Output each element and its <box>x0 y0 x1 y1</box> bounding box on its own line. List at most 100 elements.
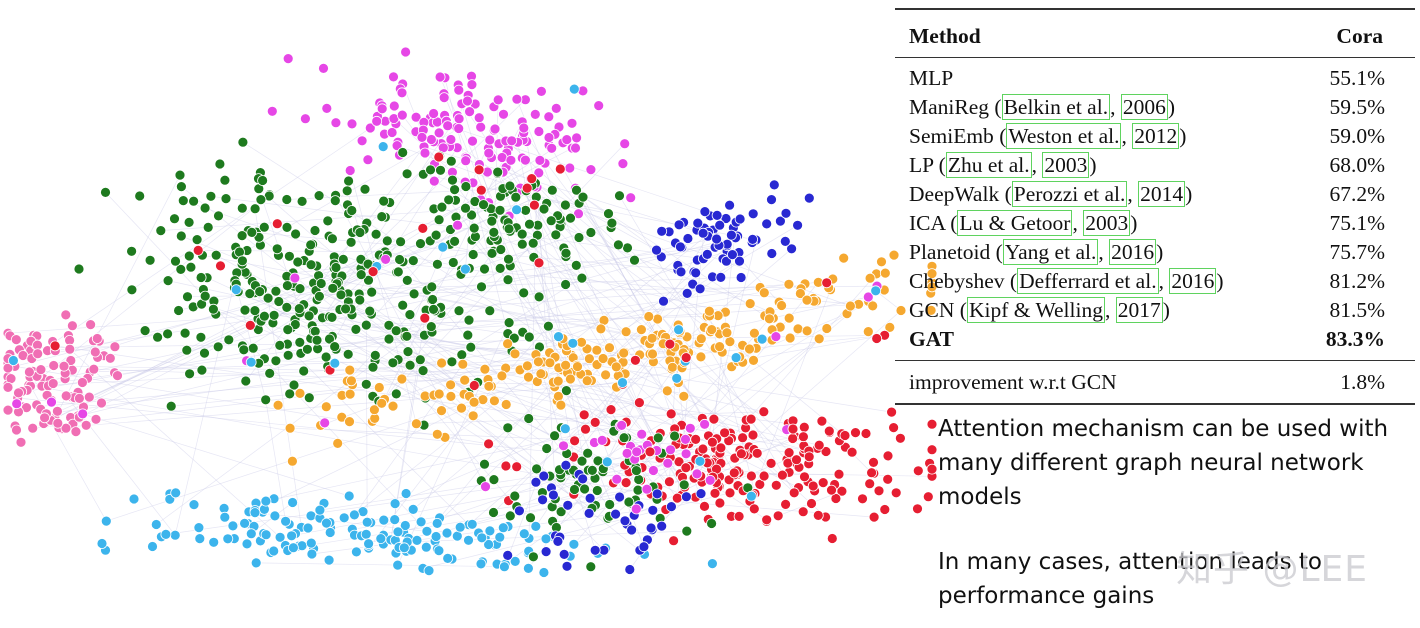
graph-edge <box>46 342 573 415</box>
citation-year-link[interactable]: 2017 <box>1115 297 1163 323</box>
graph-edge <box>602 293 688 469</box>
graph-node <box>246 226 258 238</box>
citation-author-link[interactable]: Perozzi et al. <box>1011 181 1128 207</box>
method-cell: SemiEmb (Weston et al., 2012) <box>909 123 1187 149</box>
graph-node <box>286 530 298 542</box>
graph-node <box>426 281 438 293</box>
graph-edge <box>260 320 470 525</box>
citation-year-link[interactable]: 2003 <box>1083 210 1131 236</box>
graph-node <box>90 413 102 425</box>
graph-node <box>417 222 429 234</box>
graph-node <box>643 311 655 322</box>
graph-node <box>830 493 842 504</box>
graph-node <box>462 329 474 341</box>
graph-node <box>570 259 582 271</box>
citation-year-link[interactable]: 2006 <box>1120 94 1168 120</box>
graph-node <box>188 499 200 511</box>
graph-node <box>546 142 558 154</box>
caption-performance: In many cases, attention leads to perfor… <box>938 549 1322 609</box>
citation-author-link[interactable]: Weston et al. <box>1006 123 1122 149</box>
graph-edge <box>470 277 583 348</box>
graph-node <box>473 112 485 124</box>
graph-node <box>387 357 399 369</box>
citation-year-link[interactable]: 2014 <box>1138 181 1186 207</box>
graph-node <box>681 287 693 299</box>
graph-node <box>630 503 642 515</box>
citation-author-link[interactable]: Yang et al. <box>1002 239 1099 265</box>
graph-node <box>798 421 810 433</box>
graph-node <box>446 356 458 368</box>
graph-node <box>629 254 640 266</box>
graph-node <box>389 514 401 526</box>
graph-node <box>315 278 327 289</box>
citation-year-link[interactable]: 2016 <box>1109 239 1157 265</box>
graph-node <box>868 456 879 468</box>
graph-node <box>465 341 477 353</box>
graph-node <box>454 521 466 533</box>
graph-node <box>768 179 780 191</box>
improvement-label: improvement w.r.t GCN <box>895 360 1295 405</box>
graph-node <box>305 537 317 549</box>
citation-author-link[interactable]: Defferrard et al. <box>1017 268 1159 294</box>
graph-node <box>761 218 773 230</box>
graph-node <box>667 361 678 373</box>
graph-node <box>523 563 534 574</box>
graph-node <box>801 294 813 306</box>
graph-node <box>91 333 103 344</box>
graph-node <box>361 516 373 528</box>
graph-edge <box>234 280 267 400</box>
citation-author-link[interactable]: Kipf & Welling <box>966 297 1105 323</box>
graph-node <box>518 287 530 299</box>
graph-node <box>314 504 326 516</box>
graph-node <box>320 401 332 413</box>
graph-node <box>370 228 382 240</box>
graph-edge <box>335 195 486 487</box>
graph-edge <box>322 100 468 318</box>
graph-node <box>376 397 388 409</box>
graph-node <box>772 510 784 522</box>
citation-year-link[interactable]: 2016 <box>1169 268 1217 294</box>
graph-node <box>503 253 514 265</box>
graph-node <box>912 465 924 477</box>
graph-node <box>112 370 123 382</box>
graph-edge <box>77 335 407 417</box>
graph-node <box>64 343 76 355</box>
citation-author-link[interactable]: Belkin et al. <box>1001 94 1111 120</box>
graph-node <box>497 522 509 534</box>
graph-edge <box>58 382 623 429</box>
graph-node <box>288 379 300 391</box>
graph-edge <box>14 366 489 445</box>
citation-year-link[interactable]: 2012 <box>1132 123 1180 149</box>
graph-node <box>846 446 858 458</box>
table-row: SemiEmb (Weston et al., 2012) 59.0% <box>895 122 1415 151</box>
graph-node <box>270 355 282 367</box>
graph-node <box>764 313 775 325</box>
graph-node <box>701 248 713 260</box>
graph-node <box>457 358 469 370</box>
table-row: DeepWalk (Perozzi et al., 2014) 67.2% <box>895 180 1415 209</box>
citation-author-link[interactable]: Zhu et al. <box>945 152 1032 178</box>
graph-node <box>445 134 457 145</box>
graph-node <box>496 370 508 382</box>
citation-year-link[interactable]: 2003 <box>1042 152 1090 178</box>
graph-node <box>305 259 317 271</box>
graph-node <box>730 352 742 364</box>
graph-node <box>290 228 302 240</box>
graph-node <box>195 331 207 343</box>
graph-node <box>707 436 718 448</box>
graph-node <box>134 190 146 202</box>
graph-node <box>871 333 883 344</box>
graph-node <box>666 501 677 513</box>
graph-node <box>170 255 181 267</box>
graph-edge <box>242 141 567 351</box>
graph-node <box>695 488 707 500</box>
citation-author-link[interactable]: Lu & Getoor <box>957 210 1073 236</box>
graph-node <box>430 531 442 542</box>
graph-node <box>568 83 580 95</box>
graph-node <box>671 492 683 504</box>
graph-node <box>427 294 439 305</box>
graph-node <box>230 284 242 296</box>
graph-node <box>664 338 676 350</box>
method-name: ICA <box>909 211 945 235</box>
graph-node <box>747 208 759 220</box>
